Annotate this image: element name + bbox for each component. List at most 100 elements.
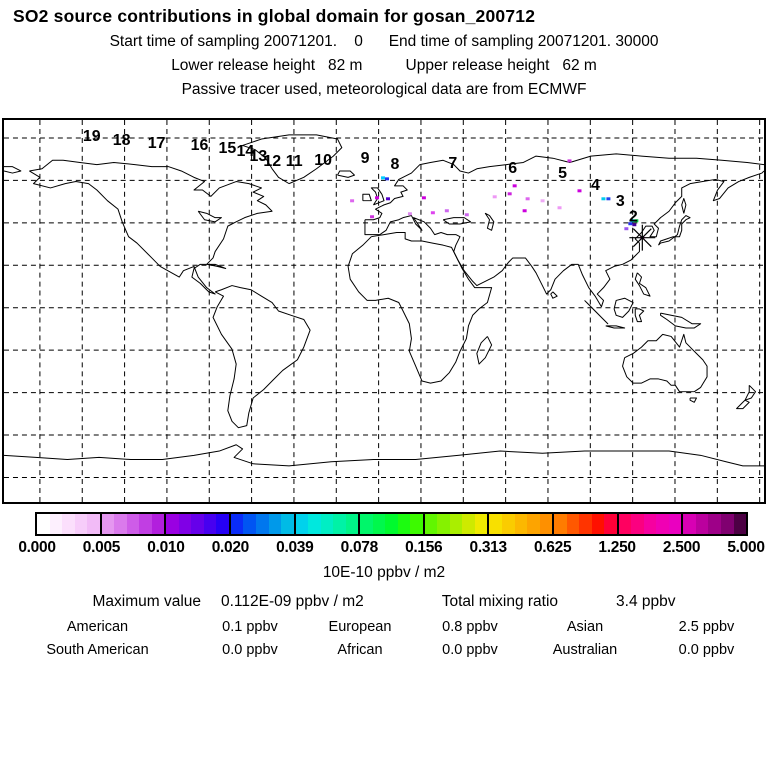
total-mixing-ratio-value: 3.4 ppbv [616,593,676,610]
colorbar-cell [333,514,346,534]
trajectory-hour-label: 19 [83,128,101,145]
region-label: American [66,619,129,635]
colorbar-segment [37,514,100,534]
trajectory-hour-label: 14 [236,143,254,160]
colorbar-segment [616,514,682,534]
trajectory-hour-label: 4 [591,177,600,194]
region-value: 0.0 ppbv [442,642,498,658]
concentration-dot [507,192,512,196]
colorbar-cell [101,514,115,534]
colorbar-cell [385,514,398,534]
colorbar-tick-label: 0.010 [147,539,185,556]
trajectory-hour-label: 13 [249,148,267,165]
latlon-grid [4,120,764,502]
tracer-info-line: Passive tracer used, meteorological data… [181,81,587,98]
region-value: 0.8 ppbv [442,619,498,635]
region-label: South American [46,642,149,658]
colorbar-cell [114,514,127,534]
colorbar-tick-label: 0.000 [18,539,56,556]
trajectory-hour-label: 15 [219,140,237,157]
trajectory-hour-label: 2 [629,209,638,226]
region-contributions-table: American 0.1 ppbv European 0.8 ppbv Asian 2.5… [0,619,768,658]
trajectory-hour-label: 17 [148,135,166,152]
colorbar-cell [139,514,152,534]
colorbar-cell [397,514,411,534]
trajectory-hour-label: 18 [113,132,131,149]
region-value: 0.0 ppbv [678,642,735,658]
colorbar-cell [554,514,567,534]
colorbar-unit-label: 10E-10 ppbv / m2 [322,564,446,581]
trajectory-hour-label: 8 [391,156,400,173]
colorbar-cell [631,514,644,534]
colorbar-cell [474,514,488,534]
concentration-dot [444,209,449,213]
concentration-dot [577,189,582,193]
colorbar-tick-label: 0.156 [405,539,443,556]
colorbar-cell [166,514,179,534]
colorbar-cell [87,514,100,534]
colorbar-tick-label: 0.039 [276,539,314,556]
colorbar-cell [424,514,438,534]
colorbar-cell [74,514,88,534]
colorbar-cell [514,514,528,534]
concentration-dot [634,219,639,223]
concentration-dot [628,222,633,226]
colorbar-cell [151,514,165,534]
concentration-dot [512,184,517,188]
colorbar-cell [695,514,709,534]
colorbar-tick-label: 0.625 [533,539,572,556]
colorbar-cell [462,514,475,534]
sampling-times-line: Start time of sampling 20071201. 0 End t… [109,33,659,50]
maximum-value: 0.112E-09 ppbv / m2 [221,593,364,610]
concentration-dot [370,215,375,219]
colorbar-cell [721,514,734,534]
colorbar-segment [99,514,165,534]
colorbar-cell [308,514,321,534]
colorbar-cell [62,514,75,534]
region-label: Asian [566,619,604,635]
colorbar-cell [230,514,244,534]
colorbar-cell [579,514,592,534]
colorbar-cell [708,514,721,534]
trajectory-hour-label: 6 [508,160,517,177]
colorbar-cell [49,514,63,534]
colorbar-cell [281,514,294,534]
colorbar-cell [449,514,463,534]
concentration-dot [492,195,497,199]
colorbar-cell [320,514,334,534]
colorbar-cell [372,514,386,534]
concentration-dot [350,199,355,203]
concentration-dot [606,197,611,201]
concentration-dot [407,212,412,216]
trajectory-hour-label: 5 [558,165,567,182]
colorbar-cell [489,514,503,534]
colorbar-cell [527,514,540,534]
colorbar-cell [591,514,605,534]
colorbar-cell [203,514,217,534]
trajectory-hour-label: 10 [314,152,332,169]
total-mixing-ratio-label: Total mixing ratio [441,593,559,610]
concentration-dot [601,197,606,201]
colorbar-cell [437,514,450,534]
colorbar-tick-label: 2.500 [662,539,701,556]
colorbar-cell [566,514,580,534]
concentration-dot [557,206,562,210]
colorbar-cell [243,514,256,534]
release-heights-line: Lower release height 82 m Upper release … [171,57,597,74]
colorbar-segment [228,514,294,534]
concentration-dot [624,227,629,231]
concentration-dot [430,211,435,215]
colorbar-segment [293,514,359,534]
trajectory-hour-label: 16 [191,137,209,154]
concentration-dot [522,209,527,213]
colorbar-tick-label: 0.313 [469,539,508,556]
trajectory-hour-label: 3 [616,193,625,210]
colorbar-segment [422,514,488,534]
colorbar-tick-label: 0.078 [340,539,379,556]
colorbar-cell [656,514,669,534]
region-value: 2.5 ppbv [678,619,735,635]
colorbar-cell [604,514,617,534]
colorbar-cell [126,514,140,534]
